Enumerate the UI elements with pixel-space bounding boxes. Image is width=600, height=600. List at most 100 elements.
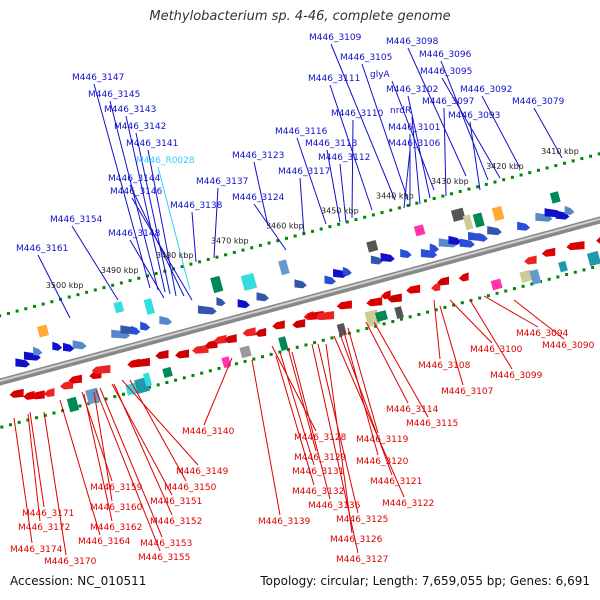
gene-label-bottom: M446_3164 xyxy=(78,537,131,547)
tick-dot-lower xyxy=(573,270,577,274)
tick-dot-lower xyxy=(269,352,273,356)
accession-text: Accession: NC_010511 xyxy=(10,574,147,588)
leader-line-top xyxy=(253,203,287,251)
gene-label-bottom: M446_3100 xyxy=(470,345,523,355)
reverse-gene-arrow xyxy=(315,311,335,321)
tick-dot-upper xyxy=(128,279,132,283)
tick-dot-lower xyxy=(113,395,117,399)
gene-label-top: M446_3146 xyxy=(110,187,163,197)
gene-label-top: M446_3105 xyxy=(340,53,392,63)
leader-line-bottom xyxy=(439,305,464,386)
label-leader-lines xyxy=(13,43,565,556)
tick-dot-upper xyxy=(536,168,540,172)
reverse-gene-arrow xyxy=(387,293,402,303)
tick-dot-lower xyxy=(17,420,21,424)
tick-dot-upper xyxy=(597,152,600,156)
tick-dot-lower xyxy=(148,385,152,389)
leader-line-bottom xyxy=(339,333,393,476)
tick-dot-lower xyxy=(208,369,212,373)
tick-dot-upper xyxy=(224,253,228,257)
tick-dot-lower xyxy=(443,305,447,309)
gene-label-bottom: M446_3172 xyxy=(18,523,70,533)
leader-line-bottom xyxy=(287,347,317,452)
leader-line-top xyxy=(361,63,409,201)
tick-dot-lower xyxy=(191,373,195,377)
tick-dot-upper xyxy=(371,213,375,217)
tick-dot-lower xyxy=(382,322,386,326)
tick-dot-upper xyxy=(189,262,193,266)
tick-dot-upper xyxy=(111,283,115,287)
leader-line-top xyxy=(296,137,327,225)
leader-line-bottom xyxy=(275,355,315,486)
gene-label-top: nrdR xyxy=(390,106,411,116)
forward-gene-arrow xyxy=(52,341,63,351)
leader-line-top xyxy=(157,166,191,291)
tick-dot-lower xyxy=(391,320,395,324)
leader-line-bottom xyxy=(93,391,113,502)
tick-dot-upper xyxy=(510,175,514,179)
tick-dot-upper xyxy=(562,161,566,165)
tick-dot-upper xyxy=(24,307,28,311)
leader-line-bottom xyxy=(95,389,161,552)
tick-dot-upper xyxy=(137,276,141,280)
tick-dot-lower xyxy=(52,411,56,415)
tick-dot-lower xyxy=(373,324,377,328)
tick-dot-lower xyxy=(182,376,186,380)
tick-dot-lower xyxy=(512,287,516,291)
leader-line-top xyxy=(411,116,421,205)
tick-dot-upper xyxy=(198,260,202,264)
tick-dot-upper xyxy=(154,272,158,276)
annotation-box xyxy=(113,301,125,314)
leader-line-top xyxy=(481,95,521,169)
reverse-gene-arrow xyxy=(192,344,209,354)
reverse-gene-arrow xyxy=(541,247,556,257)
tick-dot-upper xyxy=(450,192,454,196)
leader-line-bottom xyxy=(99,387,163,538)
leader-line-top xyxy=(37,254,71,319)
annotation-box xyxy=(472,212,485,228)
gene-label-top: M446_3141 xyxy=(126,139,178,149)
annotation-box xyxy=(490,278,503,291)
tick-dot-lower xyxy=(35,416,39,420)
leader-line-bottom xyxy=(311,343,359,554)
tick-dot-upper xyxy=(311,229,315,233)
scale-label: 3460 kbp xyxy=(266,221,304,230)
forward-gene-arrow xyxy=(429,243,440,253)
tick-dot-upper xyxy=(328,225,332,229)
tick-dot-lower xyxy=(260,355,264,359)
gene-label-bottom: M446_3120 xyxy=(356,457,409,467)
tick-dot-upper xyxy=(363,215,367,219)
annotation-box xyxy=(36,324,50,338)
tick-dot-lower xyxy=(356,329,360,333)
gene-label-top: M446_3111 xyxy=(308,74,360,84)
gene-label-bottom: M446_3131 xyxy=(292,467,344,477)
tick-dot-lower xyxy=(313,341,317,345)
gene-label-bottom: M446_3174 xyxy=(10,545,63,555)
annotation-box xyxy=(549,191,561,204)
tick-dot-lower xyxy=(504,289,508,293)
gene-label-top: M446_3161 xyxy=(16,244,68,254)
forward-gene-arrow xyxy=(159,315,173,325)
tick-dot-upper xyxy=(206,257,210,261)
tick-dot-lower xyxy=(495,291,499,295)
gene-label-top: M446_3148 xyxy=(108,229,161,239)
forward-gene-arrow xyxy=(564,206,575,216)
annotation-box xyxy=(210,275,224,294)
leader-line-bottom xyxy=(333,335,405,498)
scale-label: 3450 kbp xyxy=(321,207,359,216)
reverse-gene-arrow xyxy=(175,349,190,359)
gene-label-bottom: M446_3108 xyxy=(418,361,471,371)
gene-label-bottom: M446_3136 xyxy=(308,501,361,511)
reverse-gene-arrow xyxy=(437,276,450,286)
forward-gene-arrow xyxy=(333,268,348,278)
tick-dot-lower xyxy=(174,378,178,382)
tick-dot-lower xyxy=(417,312,421,316)
forward-gene-arrow xyxy=(33,346,43,356)
annotation-box xyxy=(558,260,568,273)
tick-dot-upper xyxy=(441,194,445,198)
leader-line-top xyxy=(326,149,341,223)
leader-line-bottom xyxy=(121,379,199,466)
forward-gene-arrow xyxy=(72,340,87,350)
leader-line-bottom xyxy=(59,399,101,536)
